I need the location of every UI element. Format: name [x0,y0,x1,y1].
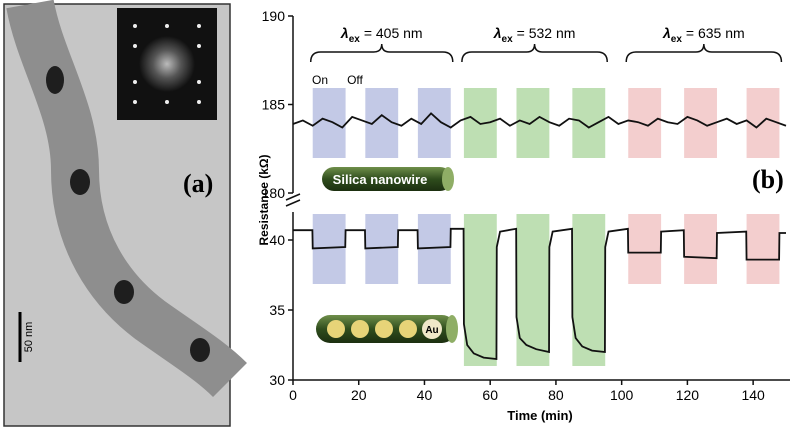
on-label: On [312,73,328,87]
annotation-subscript: ex [502,34,514,45]
x-tick-label: 60 [482,387,498,403]
illumination-region [746,214,780,284]
x-tick-label: 80 [548,387,564,403]
annotation-symbol: λ [662,25,671,41]
y-tick-label: 180 [262,185,286,201]
annotation-subscript: ex [671,34,683,45]
nanowire-label: Silica nanowire [333,172,428,187]
y-tick-label: 190 [262,8,286,24]
bracket [625,43,783,63]
y-axis-label: Resistance (kΩ) [257,155,271,246]
annotation-subscript: ex [349,34,361,45]
illumination-region [312,88,346,158]
illumination-region [463,214,497,366]
silica-nanowire: Silica nanowire [322,167,454,191]
x-tick-label: 20 [351,387,367,403]
au-nanowire: Au [316,315,458,343]
x-axis-label: Time (min) [507,408,573,423]
illumination-region [628,88,662,158]
data-line [292,112,787,129]
annotation-symbol: λ [340,25,349,41]
data-line [293,227,786,361]
panel-label: (b) [752,165,784,194]
annotation-text: = 532 nm [517,25,576,41]
annotation-symbol: λ [493,25,502,41]
illumination-region [516,214,550,366]
illumination-region [572,88,606,158]
annotation: λex = 635 nm [662,25,745,45]
scale-bar-label: 50 nm [23,322,35,353]
y-tick-label: 40 [269,232,285,248]
x-tick-label: 0 [289,387,297,403]
axis-break [285,193,301,207]
off-label: Off [347,73,363,87]
bracket [461,43,608,63]
y-tick-label: 185 [262,97,286,113]
x-tick-label: 120 [676,387,700,403]
au-label: Au [425,325,438,336]
annotation: λex = 532 nm [493,25,576,45]
illumination-region [628,214,662,284]
illumination-region [417,88,451,158]
illumination-region [746,88,780,158]
panel-label: (a) [183,169,213,198]
plot: λex = 405 nm λex = 532 nm λex = 635 nm1801851… [262,8,790,403]
illumination-region [572,214,606,366]
tem-image: 50 nm (a) [3,0,247,427]
y-tick-label: 30 [269,372,285,388]
annotation-text: = 635 nm [686,25,745,41]
illumination-region [684,214,717,284]
y-tick-label: 35 [269,302,285,318]
x-tick-label: 40 [417,387,433,403]
annotation-text: = 405 nm [364,25,423,41]
x-tick-label: 140 [741,387,765,403]
x-tick-label: 100 [610,387,634,403]
annotation: λex = 405 nm [340,25,423,45]
bracket [309,43,454,63]
illumination-region [516,88,550,158]
